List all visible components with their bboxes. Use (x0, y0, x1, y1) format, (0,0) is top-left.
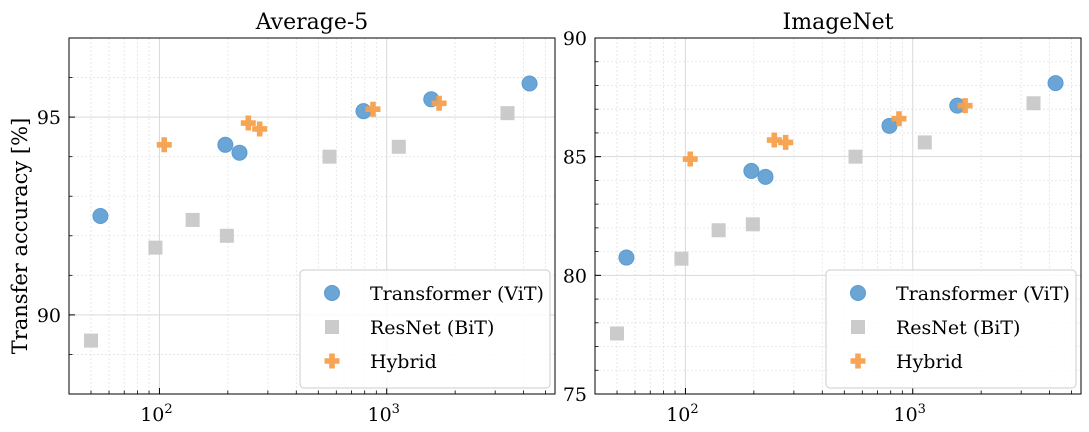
legend: Transformer (ViT) ResNet (BiT) Hybrid (825, 269, 1077, 389)
data-point (148, 240, 163, 255)
data-point (610, 326, 625, 341)
data-point (92, 208, 109, 224)
data-point (521, 75, 538, 92)
legend-label: Transformer (ViT) (896, 283, 1070, 305)
legend-marker (851, 320, 865, 334)
data-points (84, 75, 538, 348)
data-point (240, 115, 256, 131)
x-tick-label: 103 (893, 402, 925, 426)
legend-label: ResNet (BiT) (370, 317, 494, 339)
plot-frame (68, 37, 556, 395)
y-tick-label: 85 (563, 147, 587, 169)
chart-title: Average-5 (255, 10, 369, 35)
legend-label: Hybrid (370, 351, 437, 373)
legend: Transformer (ViT) ResNet (BiT) Hybrid (299, 269, 551, 389)
legend-marker (850, 285, 866, 301)
data-point (682, 151, 698, 167)
legend-marker (325, 320, 339, 334)
legend-label: Hybrid (896, 351, 963, 373)
x-tick-label: 102 (666, 402, 698, 426)
data-point (778, 134, 794, 150)
data-point (618, 249, 635, 266)
data-point (500, 106, 515, 121)
data-point (431, 95, 447, 111)
chart-title: ImageNet (783, 10, 894, 35)
data-point (322, 149, 337, 164)
y-axis-label: Transfer accuracy [%] (8, 118, 32, 355)
data-point (217, 136, 234, 153)
y-tick-label: 90 (37, 305, 61, 327)
legend-marker (324, 353, 340, 369)
legend-marker (324, 285, 340, 301)
legend-label: Transformer (ViT) (370, 283, 544, 305)
data-point (766, 132, 782, 148)
data-point (185, 212, 200, 227)
y-tick-label: 90 (563, 28, 587, 50)
data-point (391, 139, 406, 154)
legend-marker (850, 353, 866, 369)
chart-panel-2: 102 103 75 80 85 90 ImageNet Transformer (ViT) R… (563, 10, 1082, 426)
x-tick-label: 102 (140, 402, 172, 426)
data-point (745, 217, 760, 232)
data-point (231, 144, 248, 161)
data-point (1026, 96, 1041, 111)
data-point (891, 111, 907, 127)
data-point (848, 149, 863, 164)
data-point (252, 121, 268, 137)
data-point (917, 135, 932, 150)
data-point (957, 98, 973, 114)
y-tick-label: 75 (563, 384, 587, 406)
data-point (711, 223, 726, 238)
data-point (156, 137, 172, 153)
plot-frame (594, 37, 1082, 395)
data-point (1047, 75, 1064, 92)
chart-panel-1: 102 103 90 95 Average-5 Transfer accuracy [%]… (8, 10, 556, 426)
data-point (674, 251, 689, 266)
data-points (610, 75, 1064, 341)
y-tick-label: 80 (563, 265, 587, 287)
x-tick-label: 103 (367, 402, 399, 426)
legend-label: ResNet (BiT) (896, 317, 1020, 339)
data-point (219, 228, 234, 243)
data-point (365, 101, 381, 117)
y-tick-label: 95 (37, 107, 61, 129)
data-point (757, 168, 774, 185)
data-point (743, 162, 760, 179)
data-point (84, 333, 99, 348)
